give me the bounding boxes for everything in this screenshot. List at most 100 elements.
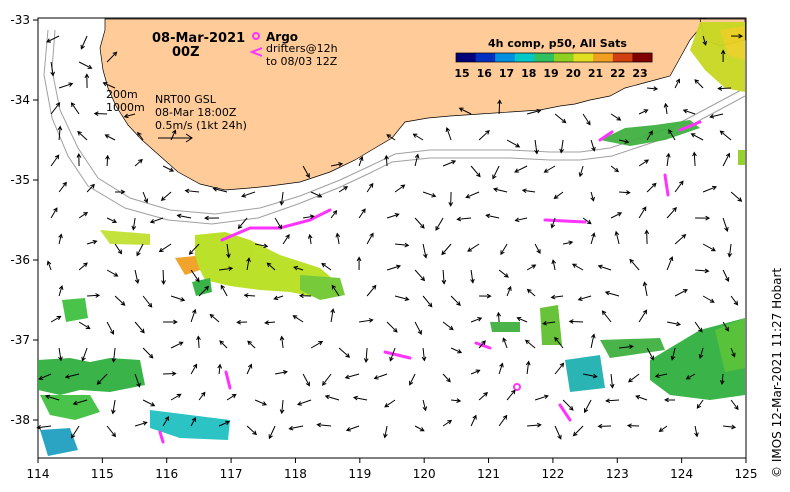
current-vector (719, 130, 732, 141)
current-vector (642, 281, 648, 297)
current-vector (302, 165, 310, 179)
current-vector (470, 414, 477, 427)
argo-legend-icon (252, 32, 260, 40)
current-vector (692, 151, 697, 167)
lat-tick-label: -36 (10, 253, 30, 267)
current-vector (590, 191, 595, 202)
current-vector (386, 212, 400, 219)
lon-tick-label: 120 (413, 467, 436, 481)
current-vector (338, 347, 351, 358)
current-vector (626, 423, 640, 429)
current-vector (647, 86, 659, 91)
current-vector (170, 341, 184, 349)
current-vector (422, 191, 437, 198)
current-vector (666, 321, 682, 327)
lon-tick-label: 123 (606, 467, 629, 481)
colorbar-ticks: 15 16 17 18 19 20 21 22 23 (454, 67, 647, 80)
depth-200m: 200m (106, 88, 138, 101)
current-vector (384, 154, 389, 167)
current-vector (335, 232, 341, 245)
current-vector (646, 347, 654, 361)
current-vector (170, 393, 182, 401)
current-vector (344, 373, 360, 380)
current-vector (709, 113, 724, 119)
current-vector (730, 347, 736, 358)
current-vector (273, 295, 284, 301)
current-vector (414, 269, 426, 282)
current-vector (412, 133, 424, 141)
current-vector (104, 134, 116, 141)
current-vector (288, 425, 304, 431)
current-vector (500, 243, 508, 256)
current-vector (293, 265, 304, 271)
current-vector (298, 293, 312, 299)
current-vector (236, 319, 248, 325)
current-vector (134, 269, 140, 285)
current-vector (614, 230, 620, 245)
sst-patches (38, 22, 745, 456)
current-vector (366, 232, 374, 245)
colorbar-tick-label: 22 (610, 67, 625, 80)
current-vector (243, 293, 256, 298)
current-vector (604, 290, 620, 297)
colorbar-segment (534, 53, 555, 62)
current-vector (445, 127, 452, 141)
drifter-tracks (158, 120, 702, 444)
lon-tick-label: 119 (348, 467, 371, 481)
current-vector (84, 73, 90, 89)
colorbar-segment (632, 53, 653, 62)
current-vector (553, 191, 564, 200)
current-vector (582, 217, 592, 225)
current-vector (610, 113, 622, 121)
current-vector (730, 295, 739, 306)
current-vector (582, 113, 591, 126)
current-vector (664, 397, 676, 403)
current-vector (58, 284, 64, 297)
current-vector (136, 243, 144, 257)
current-vector (384, 399, 396, 408)
current-vector (554, 425, 562, 440)
current-vector (330, 209, 338, 219)
current-vector (198, 285, 210, 297)
current-vector (254, 243, 269, 249)
current-vector (163, 319, 178, 325)
current-vector (534, 139, 539, 155)
current-vector (198, 391, 206, 401)
map-date: 08-Mar-2021 (152, 31, 245, 46)
current-vector (422, 295, 433, 308)
lon-tick-label: 125 (735, 467, 758, 481)
current-vector (478, 129, 490, 141)
current-vector (46, 35, 60, 43)
current-vector (578, 165, 584, 178)
current-vector (241, 191, 256, 198)
current-vector (702, 295, 715, 303)
current-vector (702, 243, 716, 252)
current-vector (674, 180, 684, 193)
current-vector (78, 61, 93, 69)
current-vector (506, 285, 512, 297)
colorbar-segment (475, 53, 496, 62)
current-vector (158, 243, 172, 253)
current-vector (366, 182, 374, 193)
current-vector (719, 373, 725, 385)
current-vector (142, 347, 154, 359)
data-datetime: 08-Mar 18:00Z (155, 106, 237, 119)
colorbar-segment (593, 53, 614, 62)
lat-tick-label: -38 (10, 413, 30, 427)
current-vector (209, 313, 220, 323)
current-vector (422, 399, 428, 412)
current-vector (638, 159, 650, 167)
current-vector (114, 295, 126, 306)
current-vector (458, 107, 472, 115)
current-vector (534, 243, 541, 254)
current-vector (395, 242, 410, 248)
current-vector (330, 308, 335, 323)
current-vector (526, 264, 537, 271)
current-vector (456, 216, 472, 222)
current-vector (106, 321, 115, 335)
current-vector (383, 425, 388, 439)
current-vector (441, 243, 452, 256)
current-vector (76, 153, 82, 167)
current-vector (551, 259, 557, 271)
